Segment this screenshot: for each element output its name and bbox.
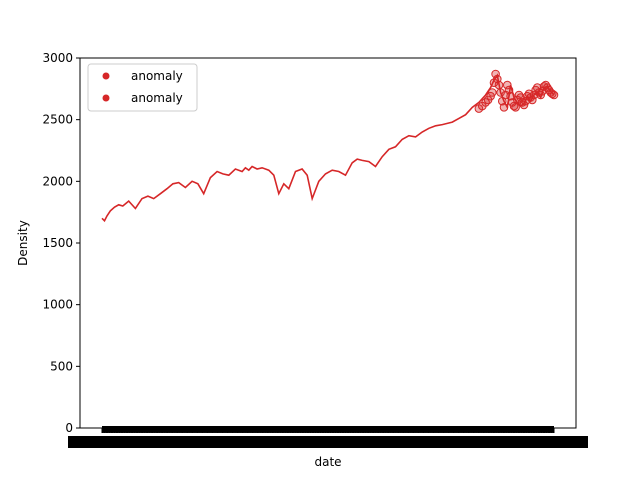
y-axis-label: Density — [16, 220, 30, 266]
x-tick-band — [102, 426, 554, 432]
y-tick-label-4: 2000 — [42, 174, 73, 188]
legend-frame — [87, 63, 198, 112]
anomaly-point-5 — [488, 88, 497, 97]
anomaly-point-14 — [503, 80, 512, 90]
y-tick-label-6: 3000 — [42, 51, 73, 65]
legend-marker-1 — [102, 72, 110, 80]
axes-frame — [79, 57, 577, 429]
y-tick-label-3: 1500 — [42, 236, 73, 250]
series-layer — [101, 73, 555, 223]
anomaly-point-30 — [529, 90, 539, 100]
x-tick-labels-overlapped — [68, 436, 588, 448]
anomaly-point-42 — [549, 90, 559, 100]
anomaly-layer — [474, 69, 559, 113]
y-axis-ticks: 0 500 1000 1500 2000 2500 3000 — [42, 51, 80, 435]
anomaly-point-16 — [506, 91, 515, 101]
legend: anomaly anomaly — [87, 63, 198, 112]
y-tick-label-0: 0 — [65, 421, 73, 435]
anomaly-point-19 — [511, 103, 520, 112]
x-tick-marks — [68, 426, 588, 448]
anomaly-point-12 — [499, 103, 509, 112]
legend-marker-2 — [102, 94, 110, 102]
legend-label-2: anomaly — [131, 91, 183, 105]
y-tick-label-2: 1000 — [42, 298, 73, 312]
anomaly-point-7 — [491, 69, 500, 79]
anomaly-point-9 — [494, 80, 504, 90]
x-axis-label: date — [314, 455, 341, 469]
plot-area: 0 500 1000 1500 2000 2500 3000 — [42, 51, 588, 448]
y-tick-label-5: 2500 — [42, 113, 73, 127]
anomaly-point-10 — [496, 88, 505, 97]
series-line-0 — [101, 73, 555, 223]
y-tick-label-1: 500 — [50, 359, 73, 373]
anomaly-point-29 — [528, 95, 537, 105]
legend-label-1: anomaly — [131, 69, 183, 83]
